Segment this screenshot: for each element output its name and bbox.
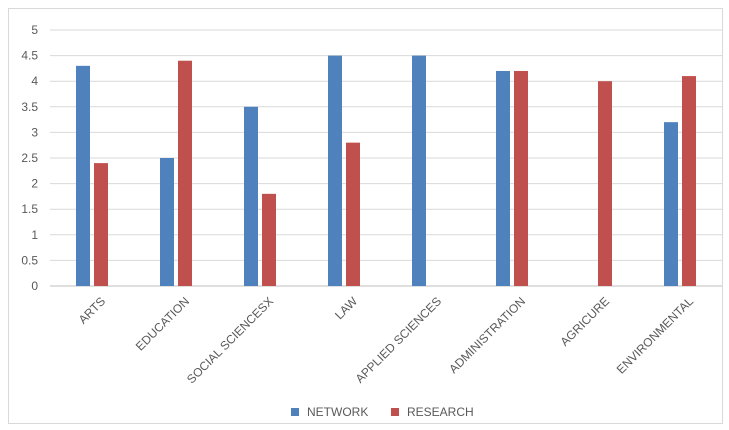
bar-research-social-sciencesx bbox=[262, 193, 276, 286]
category-label: LAW bbox=[332, 294, 360, 322]
legend-swatch-network bbox=[291, 408, 299, 416]
bar-network-applied-sciences bbox=[412, 55, 426, 286]
category-label: ADMINISTRATION bbox=[446, 294, 528, 376]
category-label: ARTS bbox=[76, 294, 108, 326]
legend: NETWORK RESEARCH bbox=[291, 405, 474, 419]
y-tick-label: 4 bbox=[31, 74, 38, 88]
legend-label-network: NETWORK bbox=[307, 405, 368, 419]
bar-research-agricure bbox=[598, 81, 612, 286]
y-axis-ticks: 0 0.5 1 1.5 2 2.5 3 3.5 4 4.5 5 bbox=[21, 23, 38, 293]
gridlines bbox=[50, 29, 722, 287]
y-tick-label: 2.5 bbox=[21, 151, 38, 165]
legend-label-research: RESEARCH bbox=[407, 405, 474, 419]
bar-research-arts bbox=[94, 163, 108, 286]
y-tick-label: 0 bbox=[31, 279, 38, 293]
bar-network-social-sciencesx bbox=[244, 106, 258, 286]
bar-research-environmental bbox=[682, 76, 696, 286]
y-tick-label: 2 bbox=[31, 177, 38, 191]
category-label: SOCIAL SCIENCESX bbox=[184, 294, 276, 386]
y-tick-label: 1.5 bbox=[21, 202, 38, 216]
bar-network-administration bbox=[496, 70, 510, 287]
y-tick-label: 4.5 bbox=[21, 49, 38, 63]
bar-network-law bbox=[328, 55, 342, 286]
bar-research-administration bbox=[514, 70, 528, 287]
category-label: EDUCATION bbox=[133, 294, 192, 353]
y-tick-label: 5 bbox=[31, 23, 38, 37]
y-tick-label: 3.5 bbox=[21, 100, 38, 114]
bar-network-environmental bbox=[664, 122, 678, 286]
y-tick-label: 0.5 bbox=[21, 253, 38, 267]
bar-network-arts bbox=[76, 65, 90, 286]
category-label: ENVIRONMENTAL bbox=[614, 294, 697, 377]
y-tick-label: 3 bbox=[31, 125, 38, 139]
category-label: AGRICURE bbox=[557, 294, 612, 349]
legend-swatch-research bbox=[391, 408, 399, 416]
category-label: APPLIED SCIENCES bbox=[353, 294, 444, 385]
bar-network-education bbox=[160, 158, 174, 286]
bars bbox=[76, 55, 696, 287]
y-tick-label: 1 bbox=[31, 228, 38, 242]
bar-research-law bbox=[346, 142, 360, 286]
bar-research-education bbox=[178, 60, 192, 286]
